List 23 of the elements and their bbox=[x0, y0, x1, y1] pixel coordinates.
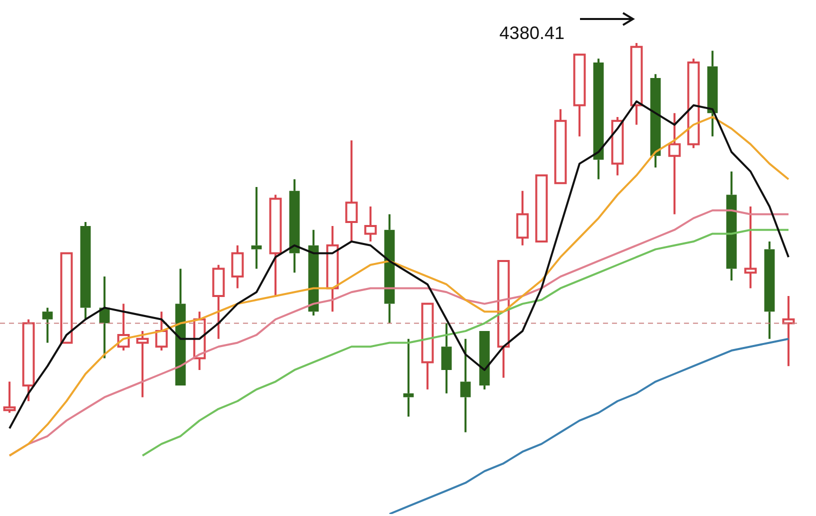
candlestick bbox=[782, 295, 795, 368]
candlestick bbox=[326, 224, 339, 313]
candlestick bbox=[345, 139, 358, 243]
candlestick bbox=[193, 310, 206, 371]
candlestick bbox=[516, 190, 529, 246]
candlestick bbox=[155, 310, 168, 352]
candlestick bbox=[3, 380, 16, 414]
candlestick bbox=[668, 112, 681, 216]
candlestick bbox=[117, 302, 130, 352]
candlestick bbox=[421, 302, 434, 390]
candlestick bbox=[630, 42, 643, 126]
annotation: 4380.41 bbox=[499, 23, 564, 43]
candlestick bbox=[231, 244, 244, 290]
candlestick bbox=[573, 54, 586, 138]
candlestick bbox=[611, 116, 624, 176]
candlestick bbox=[744, 205, 757, 290]
candlestick bbox=[497, 260, 510, 379]
candlestick bbox=[269, 194, 282, 298]
candlestick bbox=[136, 330, 149, 398]
candlestick bbox=[554, 108, 567, 184]
candlestick bbox=[212, 264, 225, 340]
candlestick bbox=[22, 318, 35, 402]
candlestick bbox=[364, 205, 377, 243]
